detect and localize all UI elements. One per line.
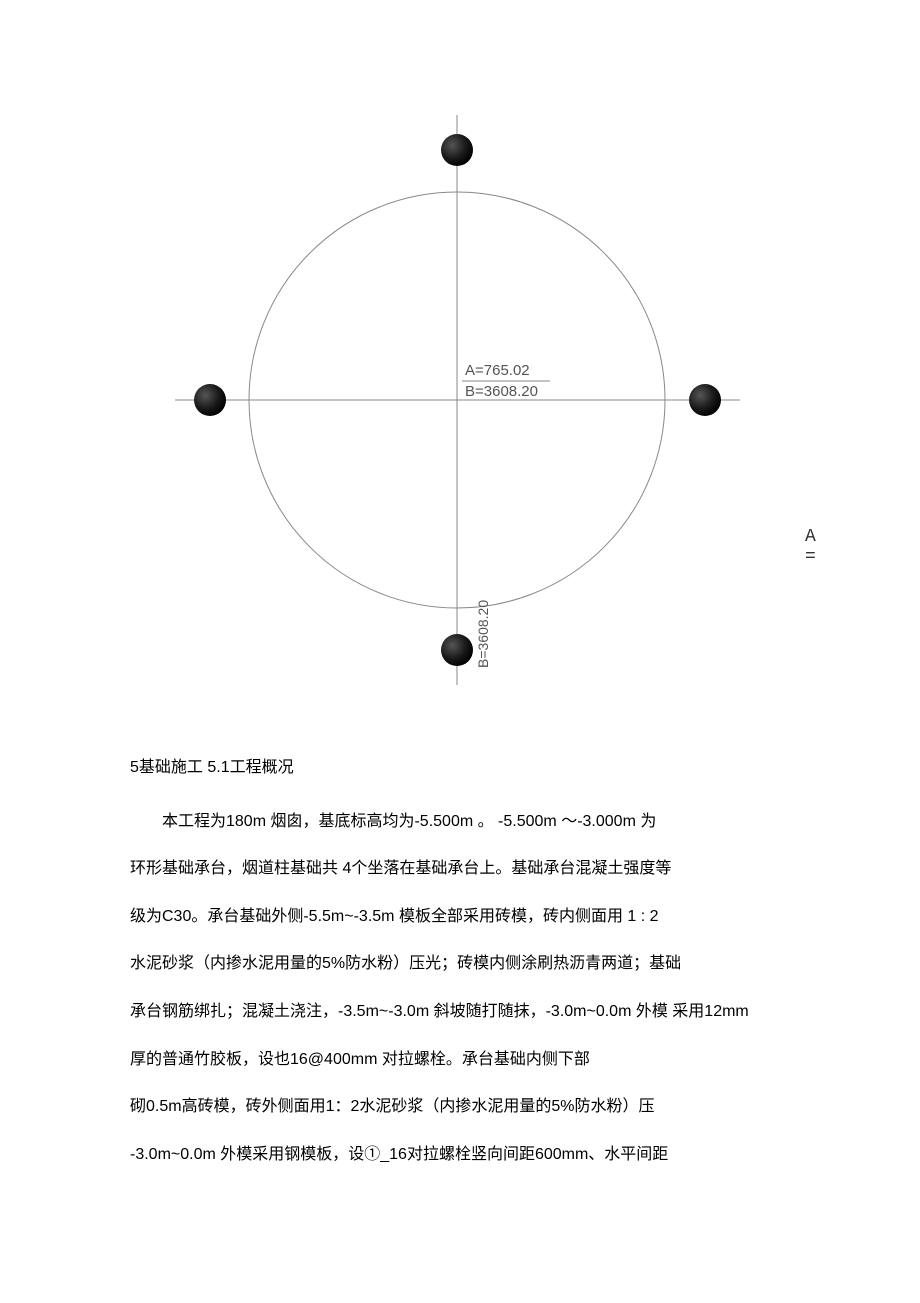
para-line-6: 砌0.5m高砖模，砖外侧面用1：2水泥砂浆（内掺水泥用量的5%防水粉）压: [130, 1094, 790, 1120]
center-label-a: A=765.02: [465, 362, 530, 379]
node-right: [689, 384, 721, 416]
section-heading: 5基础施工 5.1工程概况: [130, 755, 790, 781]
para-line-5: 厚的普通竹胶板，设也16@400mm 对拉螺栓。承台基础内侧下部: [130, 1047, 790, 1073]
bottom-label: B=3608.20: [475, 600, 491, 668]
para-line-2: 级为C30。承台基础外侧-5.5m~-3.5m 模板全部采用砖模，砖内侧面用 1…: [130, 904, 790, 930]
diagram-container: A=765.02 B=3608.20 B=3608.20 A =: [140, 100, 780, 720]
para-line-7: -3.0m~0.0m 外模采用钢模板，设①_16对拉螺栓竖向间距600mm、水平…: [130, 1142, 790, 1168]
node-bottom: [441, 634, 473, 666]
node-left: [194, 384, 226, 416]
node-top: [441, 134, 473, 166]
para-line-4: 承台钢筋绑扎；混凝土浇注，-3.5m~-3.0m 斜坡随打随抹，-3.0m~0.…: [130, 999, 790, 1025]
para-line-1: 环形基础承台，烟道柱基础共 4个坐落在基础承台上。基础承台混凝土强度等: [130, 856, 790, 882]
circle-diagram: A=765.02 B=3608.20 B=3608.20: [140, 100, 780, 720]
para-line-3: 水泥砂浆（内掺水泥用量的5%防水粉）压光；砖模内侧涂刷热沥青两道；基础: [130, 951, 790, 977]
para-line-0: 本工程为180m 烟囱，基底标高均为-5.500m 。 -5.500m 〜-3.…: [130, 809, 790, 835]
text-content: 5基础施工 5.1工程概况 本工程为180m 烟囱，基底标高均为-5.500m …: [130, 755, 790, 1189]
center-label-b: B=3608.20: [465, 383, 538, 400]
outer-label-a: A =: [805, 527, 816, 567]
